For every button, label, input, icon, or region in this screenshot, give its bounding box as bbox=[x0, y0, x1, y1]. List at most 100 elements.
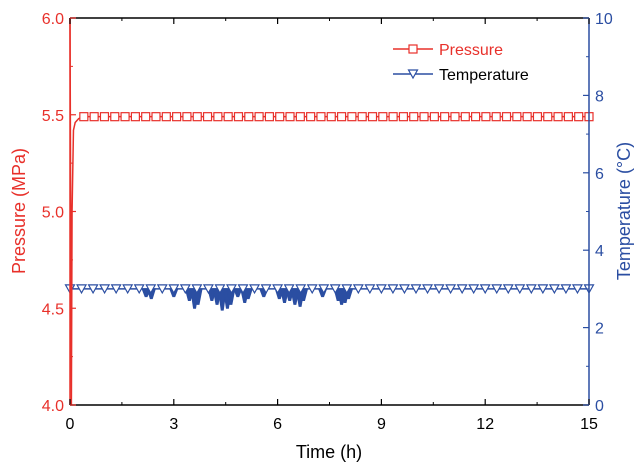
temperature-dip-13 bbox=[243, 288, 253, 300]
pressure-marker bbox=[398, 112, 409, 122]
pressure-marker bbox=[151, 112, 161, 122]
legend-temperature-label: Temperature bbox=[439, 67, 529, 84]
left-y-tick-label: 6.0 bbox=[42, 11, 64, 28]
pressure-marker bbox=[223, 112, 233, 122]
right-y-tick-label: 6 bbox=[595, 166, 604, 183]
temperature-marker bbox=[387, 284, 399, 295]
temperature-marker bbox=[341, 284, 353, 295]
temperature-marker bbox=[375, 284, 387, 295]
left-y-tick-label: 5.0 bbox=[42, 205, 64, 222]
pressure-marker bbox=[295, 112, 305, 122]
right-y-tick-label: 2 bbox=[595, 321, 604, 338]
temperature-marker bbox=[133, 284, 145, 295]
temperature-marker bbox=[214, 284, 226, 295]
temperature-marker bbox=[548, 284, 560, 295]
pressure-marker bbox=[79, 112, 89, 122]
pressure-marker bbox=[574, 112, 584, 122]
pressure-marker bbox=[110, 112, 120, 122]
pressure-marker bbox=[233, 112, 244, 122]
temperature-marker bbox=[410, 284, 422, 295]
pressure-marker bbox=[275, 112, 285, 122]
pressure-marker bbox=[367, 112, 378, 122]
temperature-marker bbox=[329, 284, 341, 295]
pressure-marker bbox=[264, 112, 275, 122]
pressure-marker bbox=[378, 112, 388, 122]
pressure-marker bbox=[532, 112, 543, 122]
x-axis-label: Time (h) bbox=[296, 442, 362, 462]
left-y-tick-label: 4.0 bbox=[42, 398, 64, 415]
temperature-marker bbox=[237, 284, 249, 295]
temperature-marker bbox=[537, 284, 549, 295]
pressure-marker bbox=[522, 112, 532, 122]
pressure-marker bbox=[429, 112, 439, 122]
temperature-marker bbox=[422, 284, 434, 295]
pressure-marker bbox=[512, 112, 522, 122]
pressure-marker bbox=[213, 112, 223, 122]
x-tick-label: 9 bbox=[377, 416, 386, 433]
temperature-marker bbox=[191, 284, 203, 295]
temperature-marker bbox=[295, 284, 307, 295]
temperature-marker bbox=[283, 284, 295, 295]
temperature-marker bbox=[571, 284, 583, 295]
pressure-marker bbox=[254, 112, 264, 122]
pressure-marker bbox=[172, 112, 182, 122]
temperature-marker bbox=[514, 284, 526, 295]
left-y-tick-label: 4.5 bbox=[42, 301, 64, 318]
pressure-marker bbox=[141, 112, 151, 122]
pressure-marker bbox=[244, 112, 254, 122]
temperature-marker bbox=[272, 284, 284, 295]
temperature-marker bbox=[479, 284, 491, 295]
right-y-tick-label: 8 bbox=[595, 88, 604, 105]
legend: Pressure Temperature bbox=[393, 42, 529, 84]
temperature-marker bbox=[364, 284, 376, 295]
temperature-marker bbox=[352, 284, 364, 295]
temperature-marker bbox=[491, 284, 503, 295]
axes-layer: 0 3 6 9 12 15 4.0 4.5 5.0 5.5 6.0 0 2 4 6 8 10 bbox=[42, 11, 613, 433]
series-layer bbox=[64, 17, 595, 406]
left-y-axis-label: Pressure (MPa) bbox=[9, 148, 29, 274]
temperature-dip-11 bbox=[233, 288, 243, 298]
pressure-marker bbox=[450, 112, 460, 122]
temperature-marker bbox=[225, 284, 237, 295]
pressure-marker bbox=[357, 112, 367, 122]
temperature-marker bbox=[398, 284, 410, 295]
temperature-marker bbox=[99, 284, 111, 295]
temperature-marker bbox=[168, 284, 180, 295]
right-y-tick-label: 0 bbox=[595, 398, 604, 415]
pressure-marker bbox=[491, 112, 501, 122]
pressure-marker bbox=[99, 112, 110, 122]
pressure-marker bbox=[470, 112, 481, 122]
temperature-marker bbox=[445, 284, 457, 295]
pressure-marker bbox=[563, 112, 573, 122]
x-tick-label: 6 bbox=[273, 416, 282, 433]
pressure-marker bbox=[326, 112, 336, 122]
pressure-marker bbox=[553, 112, 563, 122]
pressure-marker bbox=[202, 112, 213, 122]
left-y-tick-label: 5.5 bbox=[42, 108, 64, 125]
right-y-tick-label: 10 bbox=[595, 11, 613, 28]
temperature-marker bbox=[145, 284, 157, 295]
pressure-marker bbox=[161, 112, 171, 122]
right-y-tick-label: 4 bbox=[595, 243, 604, 260]
temperature-marker bbox=[156, 284, 168, 295]
temperature-marker bbox=[202, 284, 214, 295]
pressure-marker bbox=[306, 112, 316, 122]
pressure-marker bbox=[120, 112, 130, 122]
pressure-marker bbox=[481, 112, 491, 122]
pressure-marker bbox=[130, 112, 140, 122]
legend-pressure-marker bbox=[408, 44, 418, 54]
right-y-axis-label: Temperature (°C) bbox=[614, 142, 634, 280]
pressure-marker bbox=[182, 112, 192, 122]
pressure-marker bbox=[501, 112, 512, 122]
temperature-marker bbox=[502, 284, 514, 295]
temperature-marker bbox=[525, 284, 537, 295]
temperature-marker bbox=[179, 284, 191, 295]
x-tick-label: 15 bbox=[580, 416, 598, 433]
legend-temperature-marker bbox=[407, 69, 419, 80]
temperature-marker bbox=[318, 284, 330, 295]
temperature-marker bbox=[122, 284, 134, 295]
temperature-marker bbox=[249, 284, 261, 295]
temperature-marker bbox=[468, 284, 480, 295]
